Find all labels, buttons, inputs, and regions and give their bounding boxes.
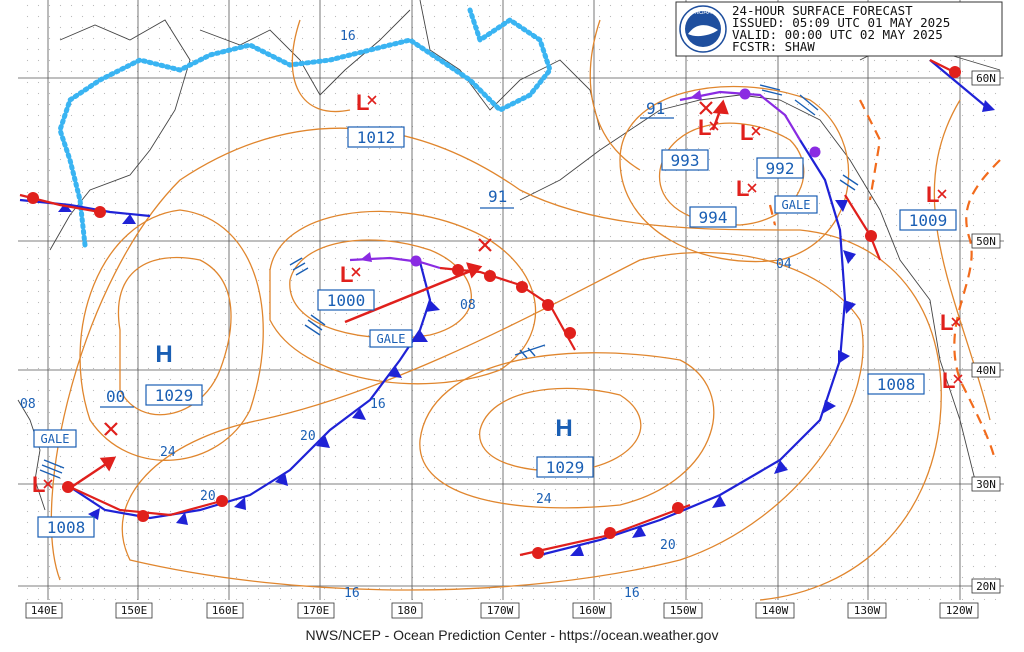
high-pressure-symbol-west: H xyxy=(155,341,172,368)
longitude-labels: 140E 150E 160E 170E 180 170W 160W 150W 1… xyxy=(25,602,979,619)
longitude-label-160w: 160W xyxy=(579,604,606,617)
low-pressure-value-1012: 1012 xyxy=(357,128,396,147)
wind-barbs xyxy=(39,84,859,479)
low-symbol: L xyxy=(340,262,353,287)
longitude-label-180: 180 xyxy=(397,604,417,617)
isobar-label: 24 xyxy=(536,492,552,507)
low-symbol: L xyxy=(32,472,45,497)
longitude-label-170w: 170W xyxy=(487,604,514,617)
low-symbol: L xyxy=(736,176,749,201)
isobar-label: 24 xyxy=(160,445,176,460)
latitude-label-50n: 50N xyxy=(976,235,996,248)
latitude-labels: 60N 50N 40N 30N 20N xyxy=(971,70,1001,594)
isobars xyxy=(50,19,991,601)
header-title: 24-HOUR SURFACE FORECAST xyxy=(732,3,913,18)
low-symbol: L xyxy=(356,90,369,115)
latitude-label-60n: 60N xyxy=(976,72,996,85)
low-symbol: L xyxy=(740,120,753,145)
low-pressure-value-1008-east: 1008 xyxy=(877,375,916,394)
cold-fronts xyxy=(19,59,995,557)
low-pressure-value-994: 994 xyxy=(699,208,728,227)
isobar-label: 91 xyxy=(646,99,665,118)
isobar-label: 00 xyxy=(106,387,125,406)
noaa-logo-text: NOAA xyxy=(694,10,711,16)
low-center-x-marks xyxy=(43,95,963,489)
longitude-label-160e: 160E xyxy=(212,604,239,617)
longitude-label-140e: 140E xyxy=(31,604,58,617)
occluded-fronts xyxy=(349,88,821,270)
isobar-label: 04 xyxy=(776,257,792,272)
low-pressure-value-993: 993 xyxy=(671,151,700,170)
isobar-label: 16 xyxy=(370,397,386,412)
high-pressure-symbol-central: H xyxy=(555,415,572,442)
isobar-label: 20 xyxy=(660,538,676,553)
map-background xyxy=(18,0,1004,600)
low-symbol: L xyxy=(942,368,955,393)
isobar-label-underlines xyxy=(100,117,674,408)
high-pressure-value-1029-west: 1029 xyxy=(155,386,194,405)
low-symbol: L xyxy=(926,182,939,207)
header-forecaster: FCSTR: SHAW xyxy=(732,39,815,54)
low-pressure-value-1009: 1009 xyxy=(909,211,948,230)
longitude-label-150w: 150W xyxy=(670,604,697,617)
isobar-label: 20 xyxy=(200,489,216,504)
header-valid: VALID: 00:00 UTC 02 MAY 2025 xyxy=(732,27,943,42)
low-pressure-value-992: 992 xyxy=(766,159,795,178)
longitude-label-120w: 120W xyxy=(946,604,973,617)
isobar-label: 20 xyxy=(300,429,316,444)
forecast-header: NOAA 24-HOUR SURFACE FORECAST ISSUED: 05… xyxy=(675,1,1003,57)
high-pressure-value-1029-central: 1029 xyxy=(546,458,585,477)
latitude-label-40n: 40N xyxy=(976,364,996,377)
ice-edge xyxy=(57,7,553,248)
longitude-label-170e: 170E xyxy=(303,604,330,617)
gale-warnings: GALE GALE GALE xyxy=(33,195,818,448)
gale-label: GALE xyxy=(41,432,70,446)
isobar-label: 16 xyxy=(344,586,360,601)
low-pressure-symbols: L L L L L L L L L xyxy=(32,90,955,497)
footer-credit: NWS/NCEP - Ocean Prediction Center - htt… xyxy=(305,627,719,643)
isobar-labels: 16 91 91 08 04 16 20 20 24 24 20 16 16 0… xyxy=(20,29,792,601)
low-pressure-value-1000: 1000 xyxy=(327,291,366,310)
latitude-label-30n: 30N xyxy=(976,478,996,491)
isobar-label: 08 xyxy=(20,397,36,412)
future-position-markers xyxy=(104,101,713,436)
warm-fronts xyxy=(19,59,961,559)
longitude-label-130w: 130W xyxy=(854,604,881,617)
gale-label: GALE xyxy=(377,332,406,346)
isobar-label: 91 xyxy=(488,187,507,206)
longitude-label-150e: 150E xyxy=(121,604,148,617)
latitude-label-20n: 20N xyxy=(976,580,996,593)
low-symbol: L xyxy=(698,115,711,140)
isobar-label: 16 xyxy=(340,29,356,44)
header-issued: ISSUED: 05:09 UTC 01 MAY 2025 xyxy=(732,15,950,30)
trough-lines xyxy=(768,99,1001,461)
isobar-label: 08 xyxy=(460,298,476,313)
noaa-logo: NOAA xyxy=(679,5,727,53)
low-symbol: L xyxy=(940,310,953,335)
pressure-center-labels: 1012 1000 993 992 994 1009 1008 1008 102… xyxy=(37,126,957,538)
gale-label: GALE xyxy=(782,198,811,212)
isobar-label: 16 xyxy=(624,586,640,601)
longitude-label-140w: 140W xyxy=(762,604,789,617)
low-pressure-value-1008-west: 1008 xyxy=(47,518,86,537)
